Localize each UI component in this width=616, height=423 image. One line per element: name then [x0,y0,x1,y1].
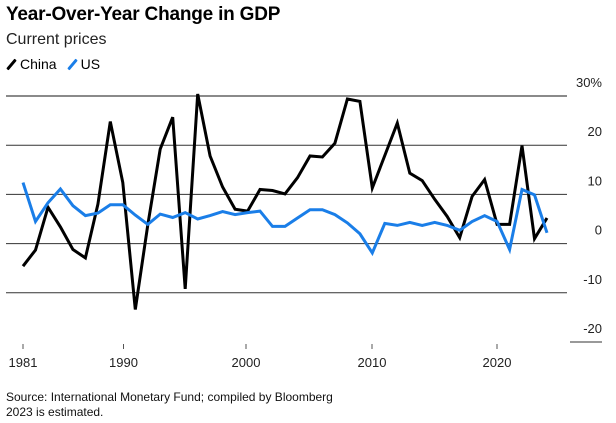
series-lines [21,93,549,310]
legend: China US [6,56,100,72]
series-line-china [21,93,549,310]
x-axis-ticks: 1981 1990 2000 2010 2020 [9,344,512,370]
estimate-note: 2023 is estimated. [6,405,104,419]
source-note: Source: International Monetary Fund; com… [6,390,333,420]
source-text: Source: International Monetary Fund; com… [6,390,333,404]
x-tick-label: 1981 [9,355,38,370]
legend-label-china: China [20,56,57,72]
x-tick-label: 2020 [483,355,512,370]
x-tick-label: 1990 [109,355,138,370]
chart-subtitle: Current prices [6,31,107,48]
y-tick-label: 10 [588,173,602,188]
chart-title: Year-Over-Year Change in GDP [6,4,281,25]
y-tick-label: 20 [588,124,602,139]
y-axis-ticks: 30% 20 10 0 -10 -20 [576,75,602,336]
y-tick-label: 0 [595,223,602,238]
y-tick-label: -10 [583,272,602,287]
y-tick-label: -20 [583,321,602,336]
series-line-us [21,182,549,257]
legend-item-china: China [6,56,57,72]
y-tick-label: 30% [576,75,602,90]
legend-label-us: US [80,56,101,72]
x-tick-label: 2010 [358,355,387,370]
legend-item-us: US [67,56,100,72]
x-tick-label: 2000 [232,355,261,370]
